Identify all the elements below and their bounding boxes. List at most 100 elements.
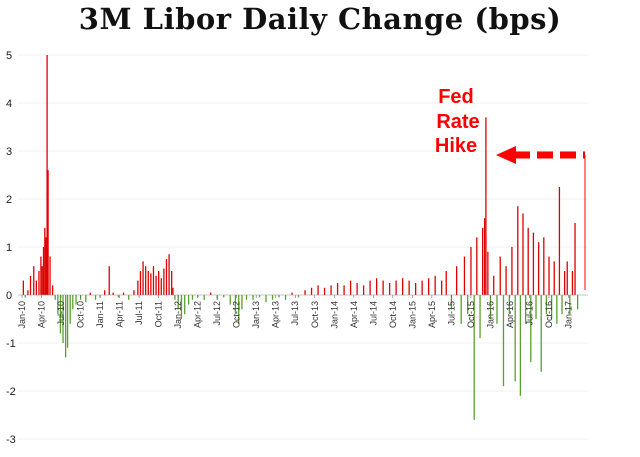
bar-positive	[165, 259, 168, 295]
x-tick-label: Apr-10	[37, 301, 47, 328]
bar-positive	[168, 254, 170, 295]
annotation-arrow-head	[496, 146, 516, 164]
bar-negative	[460, 295, 462, 324]
bar-positive	[142, 261, 144, 295]
bar-positive	[291, 292, 293, 295]
x-tick-label: Apr-12	[193, 301, 203, 328]
x-tick-label: Oct-10	[76, 301, 86, 328]
x-tick-label: Apr-13	[271, 301, 281, 328]
chart-title: 3M Libor Daily Change (bps)	[78, 2, 562, 36]
gridlines	[18, 54, 588, 440]
annotation-fed: Fed	[438, 86, 474, 108]
bar-negative	[271, 295, 274, 300]
bar-positive	[310, 287, 313, 295]
bar-negative	[258, 295, 261, 298]
bar-negative	[62, 295, 64, 343]
bar-negative	[238, 295, 240, 324]
x-tick-label: Oct-11	[154, 301, 164, 327]
y-tick-label: 3	[6, 146, 12, 158]
bar-negative	[64, 295, 67, 358]
bar-positive	[41, 266, 43, 295]
x-tick-label: Apr-11	[115, 301, 125, 327]
bar-negative	[550, 295, 553, 319]
bar-negative	[467, 295, 469, 315]
bar-positive	[304, 290, 306, 295]
bar-negative	[502, 295, 505, 387]
bar-positive	[155, 275, 157, 295]
bar-positive	[463, 256, 466, 295]
x-tick-label: Jul-13	[290, 301, 300, 326]
bar-positive	[485, 117, 487, 296]
bar-negative	[184, 295, 186, 315]
bar-positive	[421, 280, 423, 295]
x-tick-label: Apr-15	[427, 301, 437, 328]
x-tick-label: Jul-14	[368, 301, 378, 326]
bar-negative	[128, 295, 130, 300]
x-tick-label: Jan-17	[563, 301, 573, 329]
bar-negative	[24, 295, 26, 298]
bar-positive	[112, 292, 114, 295]
x-axis-ticks: Jan-10 Apr-10 Jul-10 Oct-10 Jan-11 Apr-11 Jul-…	[17, 295, 573, 329]
x-tick-label: Oct-15	[466, 301, 476, 328]
bar-positive	[89, 292, 92, 295]
bar-positive	[482, 227, 484, 295]
bar-positive	[158, 271, 160, 295]
bar-negative	[540, 295, 542, 372]
bar-positive	[44, 227, 46, 295]
bar-negative	[519, 295, 522, 396]
bar-positive	[323, 287, 326, 295]
bar-positive	[210, 292, 212, 295]
bar-positive	[145, 266, 147, 295]
bar-positive	[33, 266, 35, 295]
bar-positive	[369, 280, 371, 295]
bar-positive	[51, 285, 54, 295]
x-tick-label: Jul-15	[446, 301, 456, 326]
bar-positive	[133, 290, 135, 295]
bar-positive	[428, 278, 430, 295]
x-tick-label: Jan-12	[173, 301, 183, 329]
bar-positive	[537, 242, 540, 295]
y-tick-label: 4	[6, 98, 12, 110]
bar-positive	[388, 283, 391, 295]
bar-positive	[171, 271, 173, 295]
bar-positive	[330, 285, 332, 295]
bar-positive	[349, 280, 352, 295]
data-bars	[22, 55, 579, 420]
y-tick-label: 2	[6, 194, 12, 206]
bar-negative	[174, 295, 176, 300]
bar-positive	[42, 247, 45, 295]
bar-positive	[152, 266, 155, 295]
bar-positive	[527, 227, 529, 295]
bar-negative	[479, 295, 481, 339]
y-axis-ticks: -3 -2 -1 0 1 2 3 4 5	[6, 50, 16, 446]
bar-positive	[172, 287, 174, 295]
bar-negative	[69, 295, 71, 324]
bar-positive	[548, 256, 550, 295]
bar-positive	[160, 278, 162, 295]
bar-positive	[104, 290, 106, 295]
bar-positive	[139, 271, 142, 295]
bar-positive	[522, 213, 524, 295]
bar-positive	[362, 285, 365, 295]
bar-positive	[163, 268, 165, 295]
bar-positive	[505, 266, 507, 295]
bar-positive	[499, 256, 501, 295]
bar-positive	[47, 170, 49, 295]
bar-negative	[252, 295, 254, 300]
bar-negative	[556, 295, 558, 324]
bar-positive	[317, 285, 319, 295]
bar-positive	[108, 266, 110, 295]
bar-positive	[476, 237, 478, 295]
bar-negative	[72, 295, 74, 310]
bar-negative	[187, 295, 190, 305]
bar-positive	[147, 271, 149, 295]
bar-negative	[450, 295, 453, 310]
bar-positive	[511, 247, 513, 295]
bar-positive	[137, 280, 139, 295]
bar-negative	[473, 295, 475, 420]
x-tick-label: Jan-14	[329, 301, 339, 329]
bar-negative	[57, 295, 59, 315]
bar-positive	[401, 278, 404, 295]
x-tick-label: Oct-12	[232, 301, 242, 328]
